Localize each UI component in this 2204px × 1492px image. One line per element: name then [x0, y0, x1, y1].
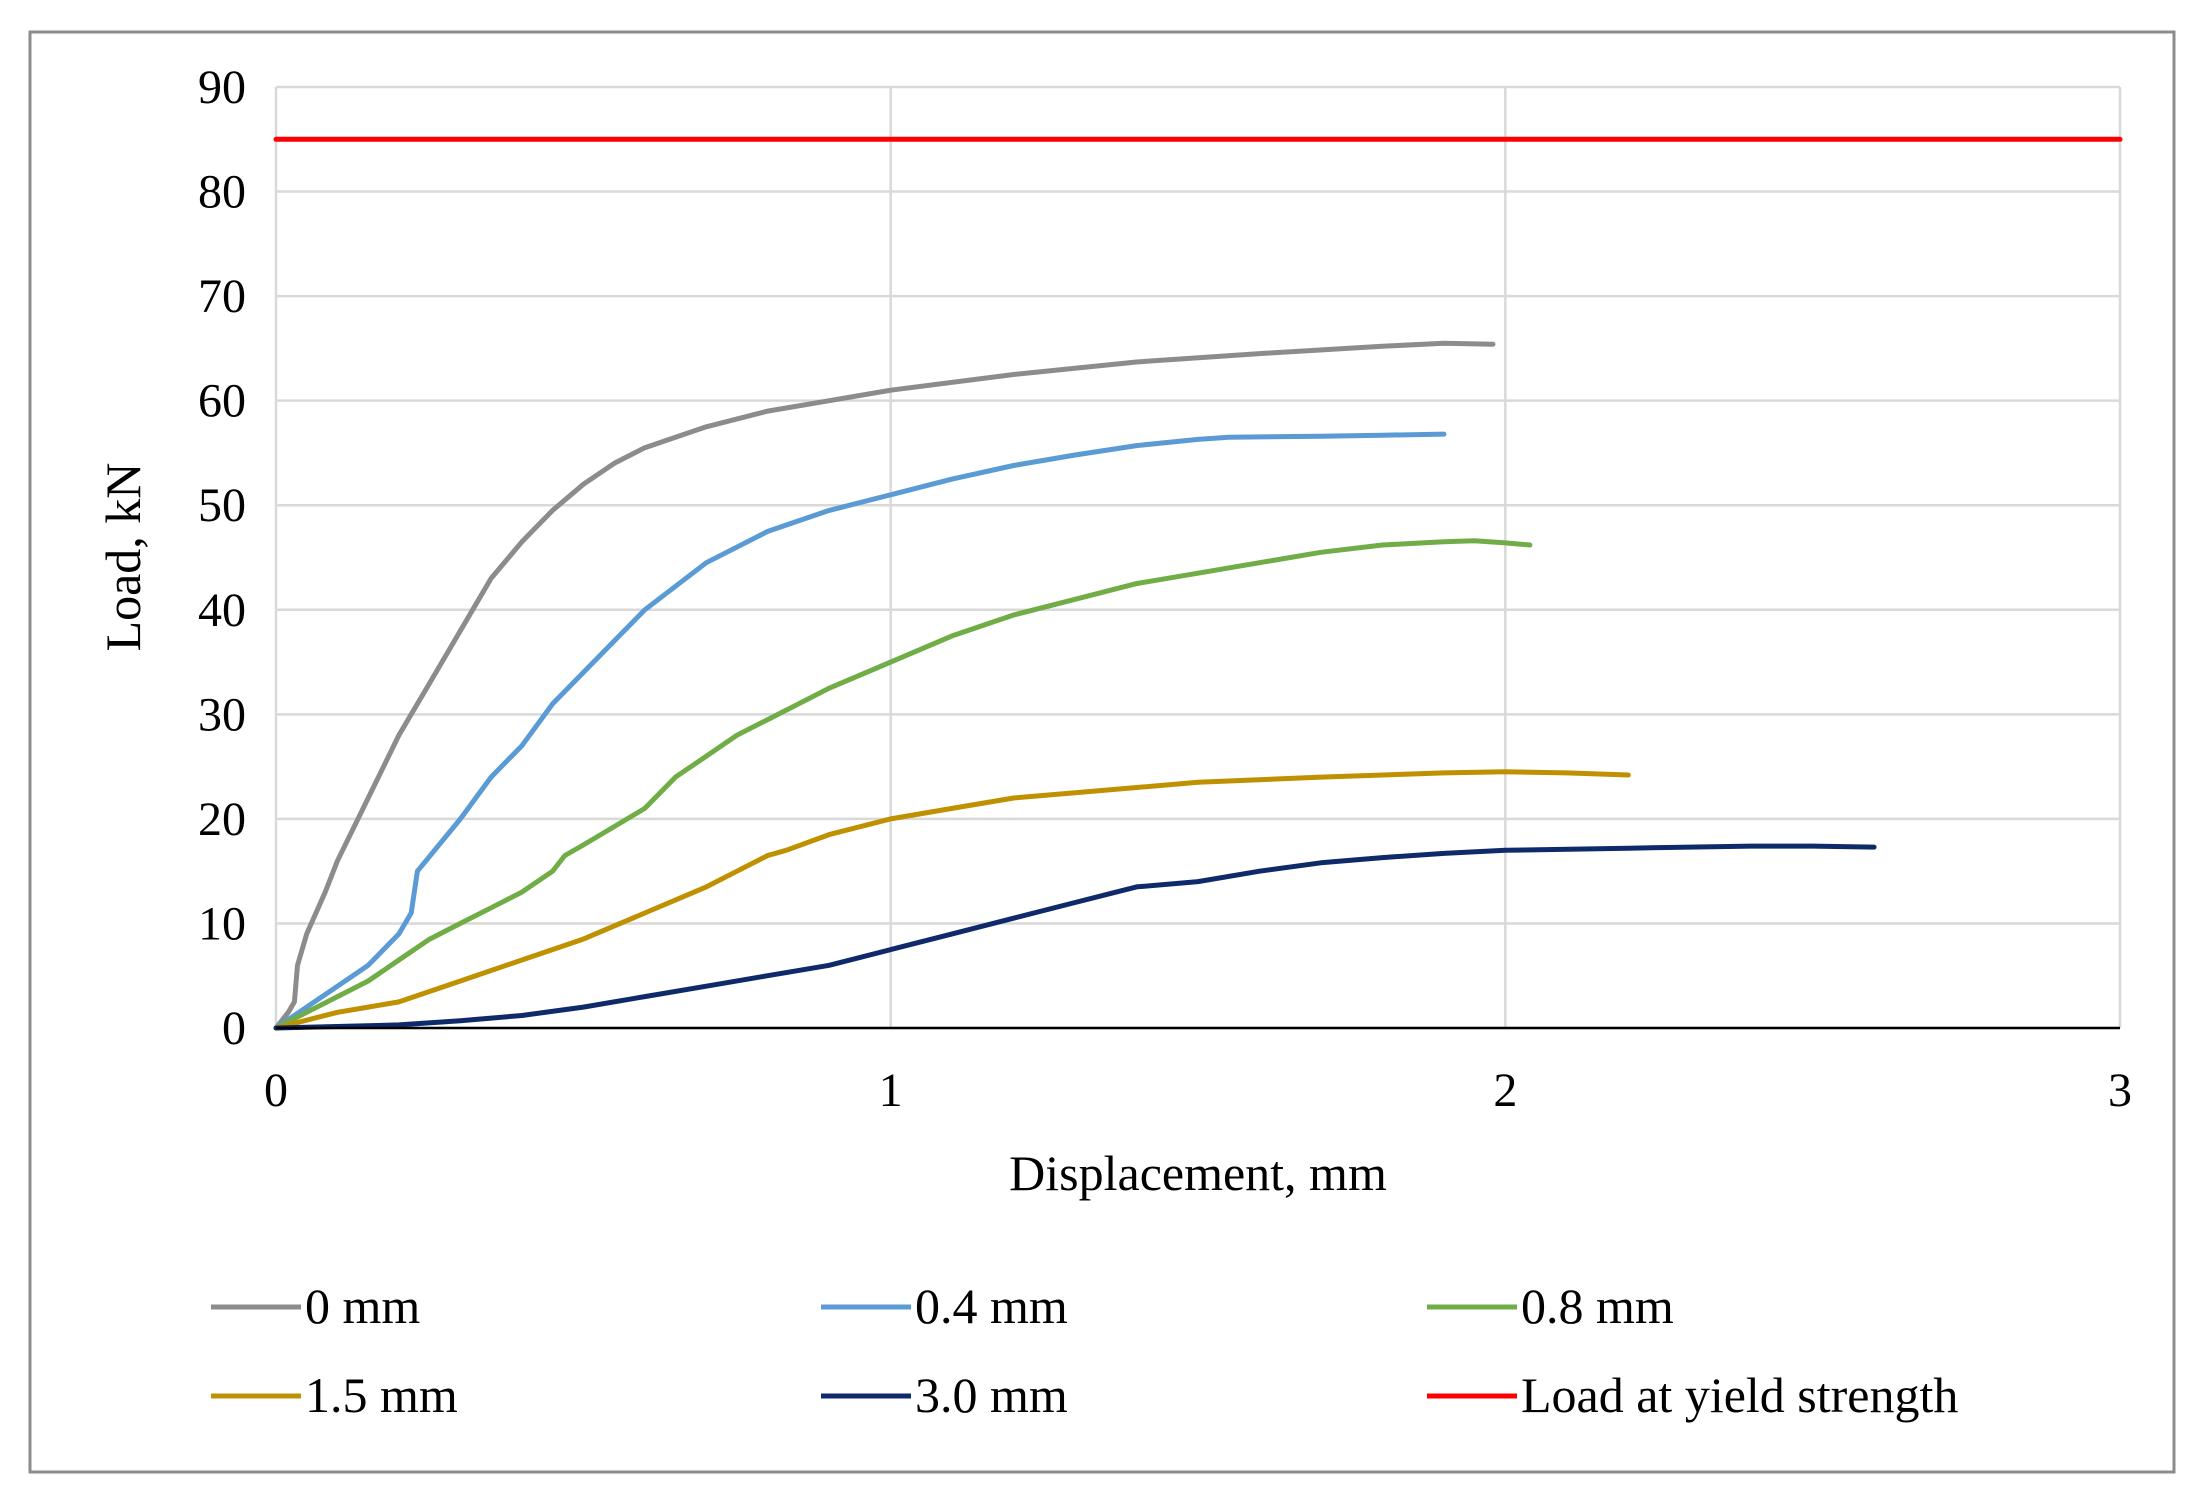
- legend-label-4: 3.0 mm: [915, 1367, 1068, 1423]
- legend-label-0: 0 mm: [305, 1278, 420, 1334]
- y-tick-label-70: 70: [198, 270, 246, 323]
- y-tick-label-30: 30: [198, 688, 246, 741]
- legend-label-1: 0.4 mm: [915, 1278, 1068, 1334]
- series-line-0: [273, 340, 1496, 1031]
- y-tick-label-0: 0: [222, 1002, 246, 1055]
- x-tick-labels: 0 1 2 3: [264, 1064, 2132, 1117]
- series-line-4: [273, 843, 1877, 1031]
- y-tick-label-90: 90: [198, 61, 246, 114]
- y-tick-label-10: 10: [198, 897, 246, 950]
- legend-label-5: Load at yield strength: [1521, 1367, 1958, 1423]
- x-tick-label-1: 1: [879, 1064, 903, 1117]
- x-tick-label-0: 0: [264, 1064, 288, 1117]
- series-line-3: [273, 769, 1631, 1031]
- y-axis-title: Load, kN: [95, 463, 151, 652]
- legend-label-2: 0.8 mm: [1521, 1278, 1674, 1334]
- y-tick-label-80: 80: [198, 166, 246, 219]
- series-line-2: [273, 538, 1533, 1031]
- legend-label-3: 1.5 mm: [305, 1367, 458, 1423]
- x-tick-label-3: 3: [2108, 1064, 2132, 1117]
- legend: 0 mm 0.4 mm 0.8 mm 1.5 mm 3.0 mm Load at yiel…: [211, 1278, 1958, 1423]
- plot-area: [276, 87, 2120, 1028]
- y-tick-label-60: 60: [198, 375, 246, 428]
- y-tick-label-20: 20: [198, 793, 246, 846]
- series-line-1: [273, 431, 1447, 1031]
- y-tick-label-50: 50: [198, 479, 246, 532]
- x-axis-title: Displacement, mm: [1009, 1145, 1387, 1201]
- y-tick-label-40: 40: [198, 584, 246, 637]
- y-tick-labels: 0 10 20 30 40 50 60 70 80 90: [198, 61, 246, 1055]
- x-tick-label-2: 2: [1493, 1064, 1517, 1117]
- series-lines: [273, 136, 2123, 1031]
